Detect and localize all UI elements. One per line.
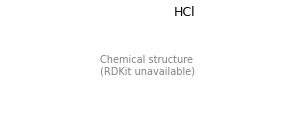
Text: HCl: HCl [174, 7, 196, 20]
Text: Chemical structure
(RDKit unavailable): Chemical structure (RDKit unavailable) [99, 55, 195, 77]
